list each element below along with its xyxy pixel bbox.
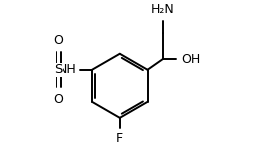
Text: OH: OH [181, 53, 200, 66]
Text: H₂N: H₂N [151, 3, 175, 16]
Text: NH: NH [58, 63, 77, 76]
Text: O: O [54, 34, 63, 47]
Text: O: O [54, 93, 63, 106]
Text: S: S [54, 63, 63, 76]
Text: F: F [116, 132, 123, 145]
